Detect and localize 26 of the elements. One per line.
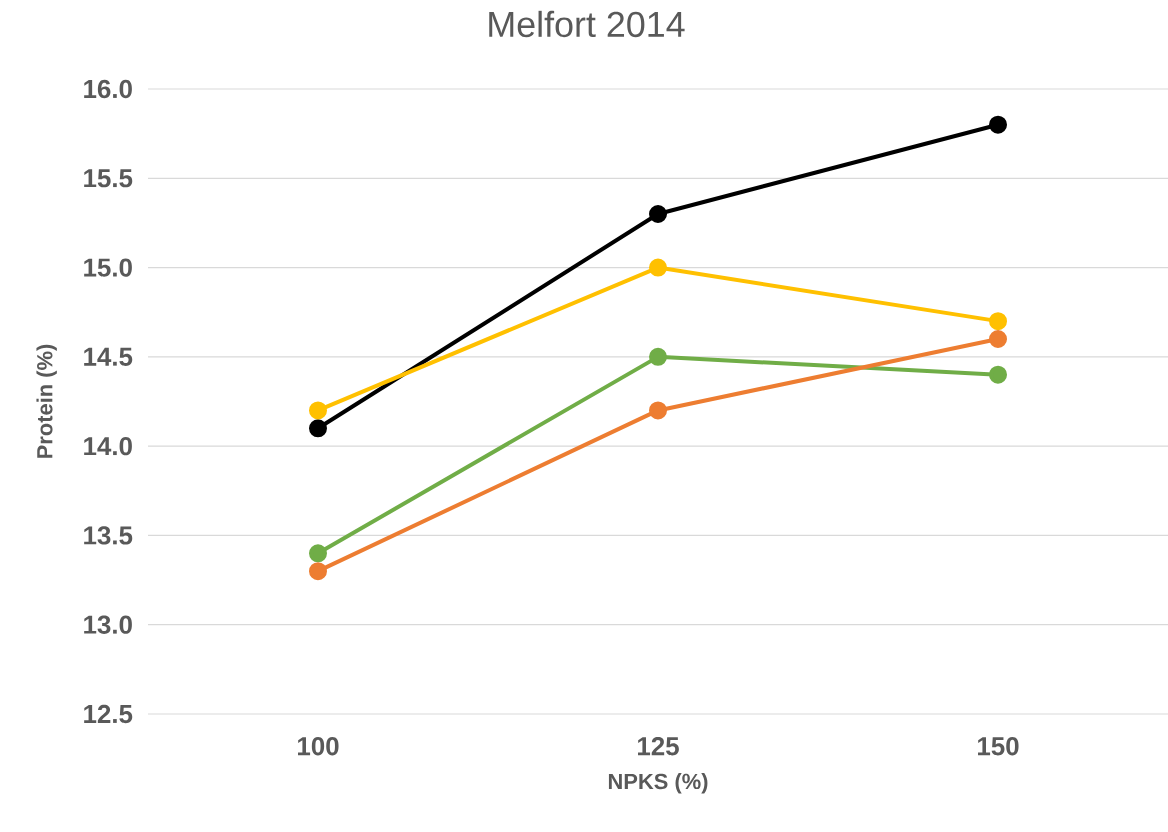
point (649, 347, 668, 366)
y-tick-label: 14.5 (84, 347, 133, 366)
y-tick-label: 15.0 (84, 258, 132, 277)
point (309, 544, 327, 563)
chart-title: Melfort 2014 (489, 10, 685, 38)
x-axis-title: NPKS (%) (608, 773, 708, 794)
point (649, 205, 668, 223)
point (989, 330, 1008, 348)
y-tick-label: 15.5 (84, 169, 133, 188)
point (649, 258, 668, 277)
point (309, 419, 327, 438)
y-tick-label: 13.5 (84, 526, 133, 545)
y-tick-label: 13.0 (84, 615, 132, 634)
x-tick-label: 125 (638, 737, 679, 756)
point (649, 401, 668, 420)
point (309, 562, 327, 581)
x-tick-label: 150 (978, 737, 1019, 756)
point (989, 365, 1008, 384)
y-tick-label: 14.0 (84, 436, 132, 456)
y-tick-label: 12.5 (84, 704, 133, 724)
y-axis-title: Protein (%) (36, 344, 57, 458)
point (989, 115, 1008, 134)
y-tick-label: 16.0 (84, 79, 132, 99)
point (989, 312, 1008, 331)
x-tick-label: 100 (298, 737, 339, 756)
point (309, 401, 327, 420)
